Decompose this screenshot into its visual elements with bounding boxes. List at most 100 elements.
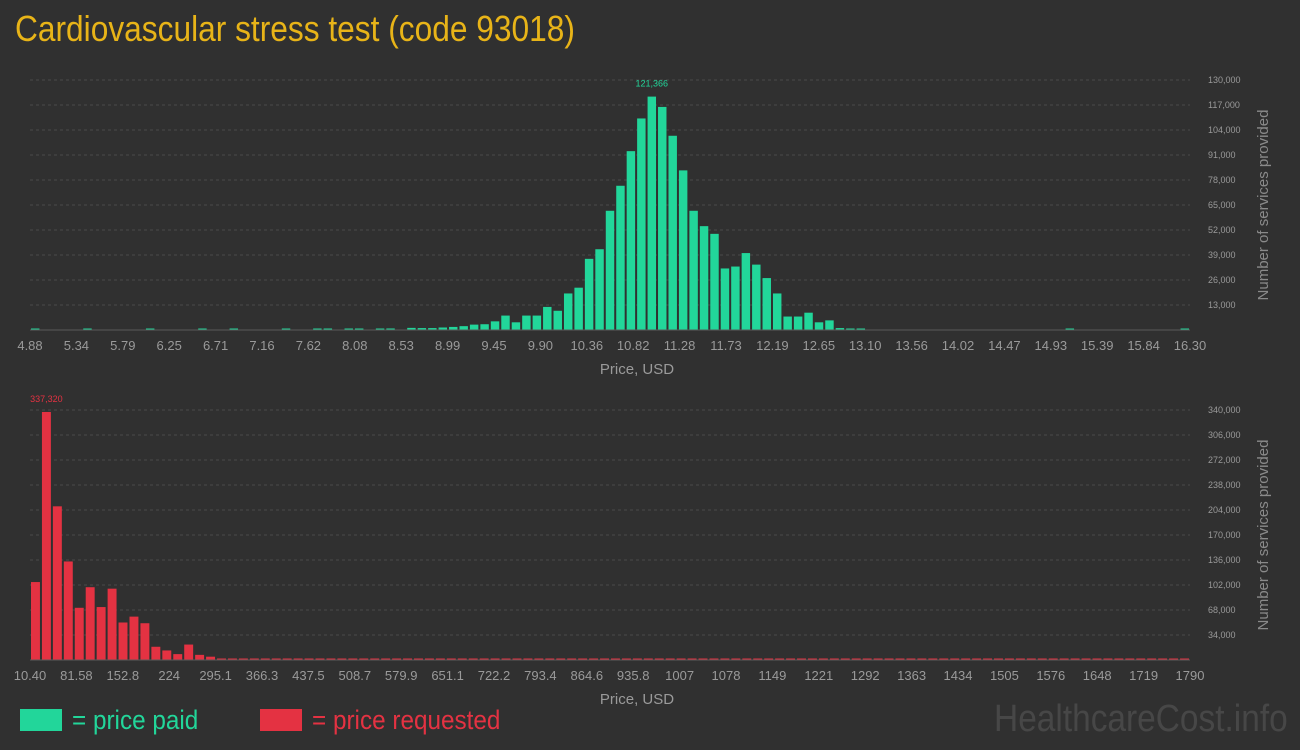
histogram-bar [829,658,839,660]
y-tick-label: 102,000 [1208,580,1241,590]
histogram-bar [567,658,577,660]
histogram-bar [293,658,303,660]
histogram-bar [1059,658,1069,660]
histogram-bar [414,658,423,660]
x-tick-label: 935.8 [617,668,650,683]
histogram-bar [480,324,489,330]
histogram-bar [1180,328,1189,330]
watermark: HealthcareCost.info [994,698,1288,740]
histogram-bar [370,658,380,660]
x-tick-label: 5.79 [110,338,135,353]
histogram-bar [449,326,458,330]
histogram-bar [344,328,353,330]
x-tick-label: 295.1 [199,668,232,683]
x-tick-label: 366.3 [246,668,279,683]
histogram-bar [668,135,677,330]
x-axis-label: Price, USD [600,361,674,378]
x-tick-label: 8.99 [435,338,460,353]
histogram-bar [709,658,719,660]
histogram-bar [534,658,544,660]
y-tick-label: 91,000 [1208,150,1236,160]
histogram-bar [654,658,664,660]
histogram-bar [260,658,270,660]
histogram-bar [851,658,861,660]
x-tick-label: 15.84 [1127,338,1160,353]
histogram-bar [731,266,740,330]
peak-value-label: 337,320 [30,394,63,404]
histogram-bar [229,328,239,330]
histogram-bar [563,293,573,330]
histogram-bar [698,658,708,660]
histogram-bar [939,658,949,660]
x-tick-label: 437.5 [292,668,325,683]
histogram-bar [249,658,259,660]
histogram-bar [972,658,982,660]
x-tick-label: 1292 [851,668,880,683]
legend-item-requested: = price requested [260,705,521,736]
x-tick-label: 7.62 [296,338,321,353]
histogram-bar [52,506,62,660]
histogram-bar [96,607,106,660]
y-tick-label: 130,000 [1208,75,1241,85]
histogram-bar [490,658,500,660]
y-tick-label: 204,000 [1208,505,1241,515]
y-tick-label: 34,000 [1208,630,1236,640]
y-tick-label: 52,000 [1208,225,1236,235]
histogram-bar [689,210,698,330]
histogram-bar [140,623,150,660]
histogram-bar [1169,658,1179,660]
histogram-bar [873,658,883,660]
y-tick-label: 26,000 [1208,275,1236,285]
y-tick-label: 13,000 [1208,300,1236,310]
histogram-bar [825,320,834,330]
histogram-bar [862,658,872,660]
histogram-bar [323,328,333,330]
y-tick-label: 39,000 [1208,250,1236,260]
x-tick-label: 11.73 [710,338,742,353]
x-tick-label: 13.10 [849,338,882,353]
histogram-bar [1065,328,1075,330]
y-tick-label: 306,000 [1208,430,1241,440]
x-tick-label: 9.45 [481,338,506,353]
histogram-bar [195,654,205,660]
histogram-bar [522,315,531,330]
x-tick-label: 6.71 [203,338,228,353]
y-tick-label: 136,000 [1208,555,1241,565]
x-tick-label: 1790 [1176,668,1205,683]
histogram-bar [313,328,322,330]
histogram-bar [238,658,248,660]
histogram-bar [281,328,291,330]
x-tick-label: 1719 [1129,668,1158,683]
histogram-bar [511,322,521,330]
histogram-bar [762,278,771,330]
histogram-bar [381,658,391,660]
histogram-bar [753,658,763,660]
histogram-bar [741,253,751,330]
histogram-bar [386,328,395,330]
x-axis-label: Price, USD [600,691,674,708]
histogram-bar [1125,658,1135,660]
histogram-bar [720,268,730,330]
histogram-bar [818,658,828,660]
histogram-bar [699,226,709,330]
x-tick-label: 9.90 [528,338,553,353]
histogram-bar [83,328,92,330]
histogram-bar [764,658,774,660]
histogram-bar [626,151,636,330]
x-tick-label: 4.88 [17,338,42,353]
x-tick-label: 11.28 [664,338,696,353]
histogram-bar [501,315,510,330]
histogram-bar [840,658,850,660]
x-tick-label: 13.56 [895,338,928,353]
histogram-bar [807,658,817,660]
legend-label-paid: = price paid [72,704,199,735]
x-tick-label: 864.6 [571,668,604,683]
x-tick-label: 579.9 [385,668,418,683]
histogram-bar [775,658,785,660]
x-tick-label: 12.65 [803,338,836,353]
histogram-bar [326,658,336,660]
y-tick-label: 238,000 [1208,480,1241,490]
histogram-bar [271,658,281,660]
histogram-bar [578,658,588,660]
